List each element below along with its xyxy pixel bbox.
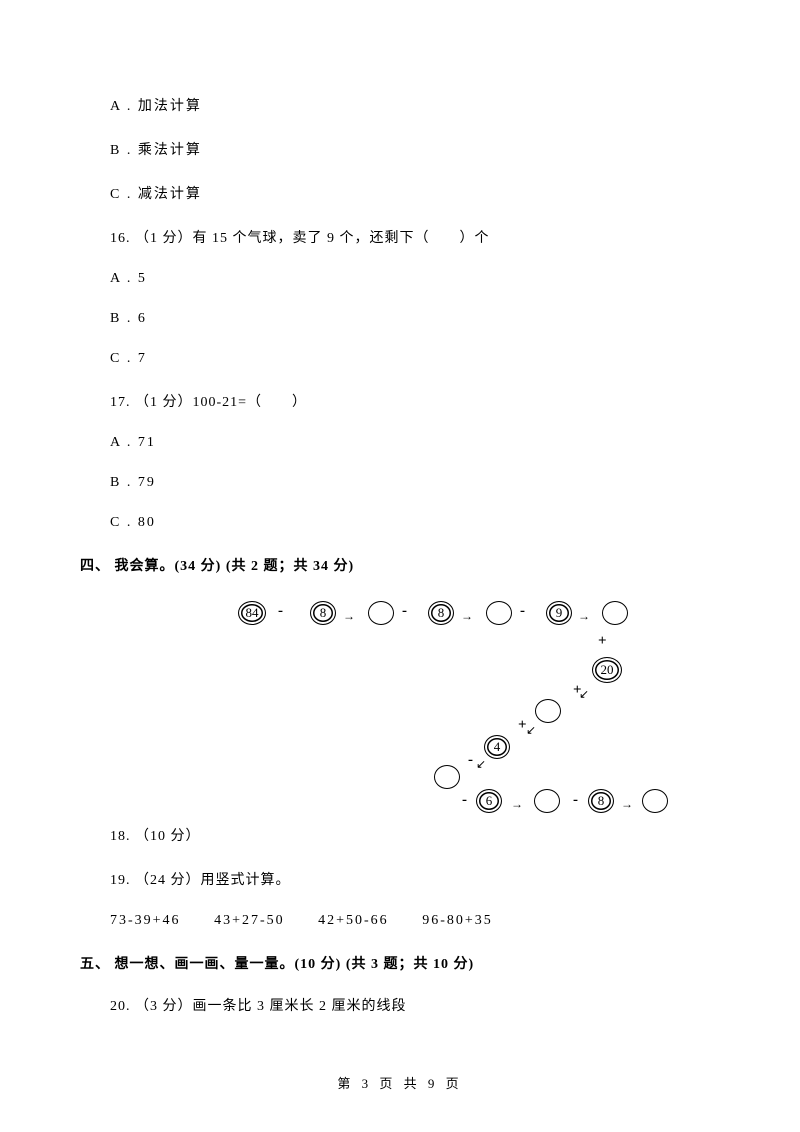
diagram-op: - [520, 603, 525, 620]
diagram-op: - [462, 792, 467, 809]
diagram-node [535, 699, 561, 723]
diagram-arrow: → [461, 609, 473, 624]
diagram-arrow: ↙ [579, 687, 589, 702]
q19-stem: 19. （24 分）用竖式计算。 [110, 869, 720, 889]
q16-option-c: C . 7 [110, 351, 720, 367]
diagram-node: 84 [238, 601, 266, 625]
diagram-arrow: → [343, 609, 355, 624]
diagram-op: + [598, 633, 607, 650]
q16-option-b: B . 6 [110, 311, 720, 327]
diagram-arrow: ↙ [526, 723, 536, 738]
diagram-node: 4 [484, 735, 510, 759]
diagram-node: 20 [592, 657, 622, 683]
diagram-arrow: → [621, 797, 633, 812]
diagram-arrow: → [511, 797, 523, 812]
diagram-node: 8 [428, 601, 454, 625]
q15-option-a: A . 加法计算 [110, 95, 720, 115]
q17-option-a: A . 71 [110, 435, 720, 451]
flow-diagram: 8488920468---+++---→→→↙↙↙→→ [180, 597, 640, 817]
diagram-node [368, 601, 394, 625]
diagram-arrow: → [578, 609, 590, 624]
q17-option-c: C . 80 [110, 515, 720, 531]
diagram-arrow: ↙ [476, 757, 486, 772]
diagram-node [434, 765, 460, 789]
q17-stem: 17. （1 分）100-21=（ ） [110, 391, 720, 411]
diagram-node [534, 789, 560, 813]
page-footer: 第 3 页 共 9 页 [0, 1073, 800, 1092]
diagram-node [642, 789, 668, 813]
diagram-node: 9 [546, 601, 572, 625]
q16-option-a: A . 5 [110, 271, 720, 287]
q19-expressions: 73-39+46 43+27-50 42+50-66 96-80+35 [110, 913, 720, 929]
q17-option-b: B . 79 [110, 475, 720, 491]
diagram-node [602, 601, 628, 625]
q20-stem: 20. （3 分）画一条比 3 厘米长 2 厘米的线段 [110, 995, 720, 1015]
diagram-op: - [573, 792, 578, 809]
section4-title: 四、 我会算。(34 分) (共 2 题；共 34 分) [80, 555, 720, 575]
diagram-op: - [402, 603, 407, 620]
q16-stem: 16. （1 分）有 15 个气球，卖了 9 个，还剩下（ ）个 [110, 227, 720, 247]
diagram-node [486, 601, 512, 625]
section5-title: 五、 想一想、画一画、量一量。(10 分) (共 3 题；共 10 分) [80, 953, 720, 973]
q15-option-b: B . 乘法计算 [110, 139, 720, 159]
q15-option-c: C . 减法计算 [110, 183, 720, 203]
q18-stem: 18. （10 分） [110, 825, 720, 845]
diagram-op: - [468, 752, 473, 769]
diagram-node: 8 [588, 789, 614, 813]
diagram-op: - [278, 603, 283, 620]
diagram-node: 8 [310, 601, 336, 625]
diagram-node: 6 [476, 789, 502, 813]
